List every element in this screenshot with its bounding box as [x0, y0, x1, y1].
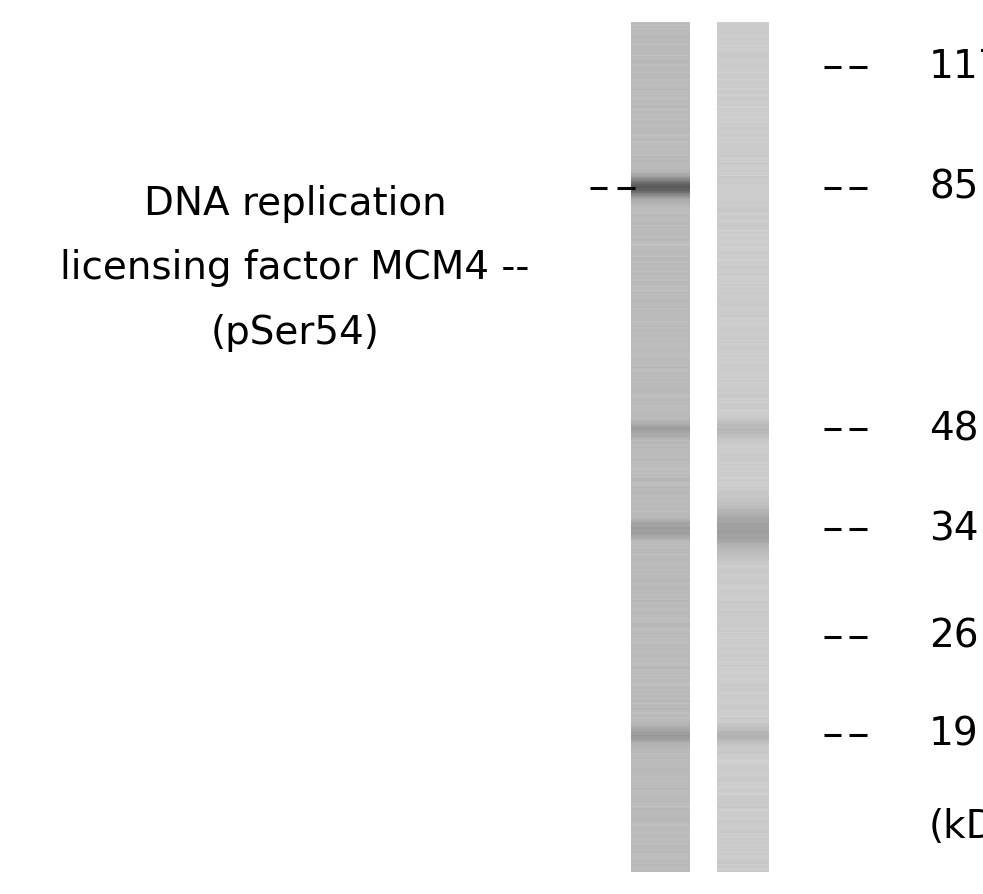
Text: 117: 117 — [929, 48, 983, 86]
Text: 26: 26 — [929, 618, 978, 655]
Text: 48: 48 — [929, 410, 978, 448]
Text: DNA replication: DNA replication — [144, 185, 446, 223]
Text: 85: 85 — [929, 169, 978, 207]
Text: (pSer54): (pSer54) — [210, 314, 379, 351]
Text: 34: 34 — [929, 510, 978, 548]
Text: licensing factor MCM4 --: licensing factor MCM4 -- — [60, 249, 530, 287]
Text: 19: 19 — [929, 716, 979, 754]
Text: (kD): (kD) — [929, 808, 983, 846]
